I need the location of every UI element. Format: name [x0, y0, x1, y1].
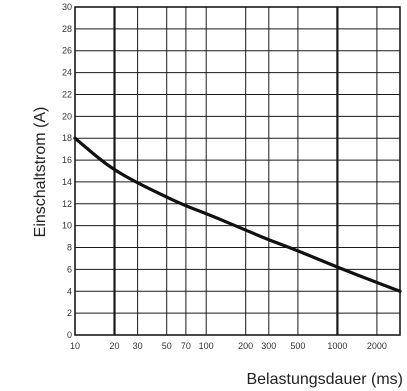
- y-axis-label: Einschaltstrom (A): [32, 107, 49, 238]
- x-tick-label: 30: [133, 341, 143, 351]
- x-tick-label: 20: [109, 341, 119, 351]
- y-tick-label: 0: [67, 330, 72, 340]
- y-tick-label: 16: [62, 155, 72, 165]
- x-axis-label: Belastungsdauer (ms): [246, 371, 403, 388]
- grid-lines: [74, 6, 401, 336]
- y-tick-label: 4: [67, 286, 72, 296]
- y-tick-label: 20: [62, 111, 72, 121]
- y-tick-label: 28: [62, 24, 72, 34]
- x-tick-label: 70: [181, 341, 191, 351]
- x-tick-label: 200: [238, 341, 253, 351]
- y-tick-label: 30: [62, 2, 72, 12]
- y-tick-label: 2: [67, 308, 72, 318]
- y-tick-label: 26: [62, 46, 72, 56]
- y-tick-label: 18: [62, 133, 72, 143]
- x-tick-label: 500: [290, 341, 305, 351]
- plot-frame: [74, 6, 401, 336]
- curve-layer: [73, 136, 402, 293]
- x-tick-label: 300: [261, 341, 276, 351]
- y-tick-label: 24: [62, 68, 72, 78]
- x-tick-label: 1000: [327, 341, 347, 351]
- y-tick-label: 22: [62, 89, 72, 99]
- x-tick-label: 50: [162, 341, 172, 351]
- y-tick-label: 12: [62, 199, 72, 209]
- y-tick-label: 6: [67, 264, 72, 274]
- x-tick-label: 10: [70, 341, 80, 351]
- inrush-current-curve: [73, 136, 402, 293]
- x-tick-label: 2000: [367, 341, 387, 351]
- x-tick-label: 100: [199, 341, 214, 351]
- y-tick-label: 14: [62, 177, 72, 187]
- y-tick-label: 10: [62, 221, 72, 231]
- y-tick-label: 8: [67, 243, 72, 253]
